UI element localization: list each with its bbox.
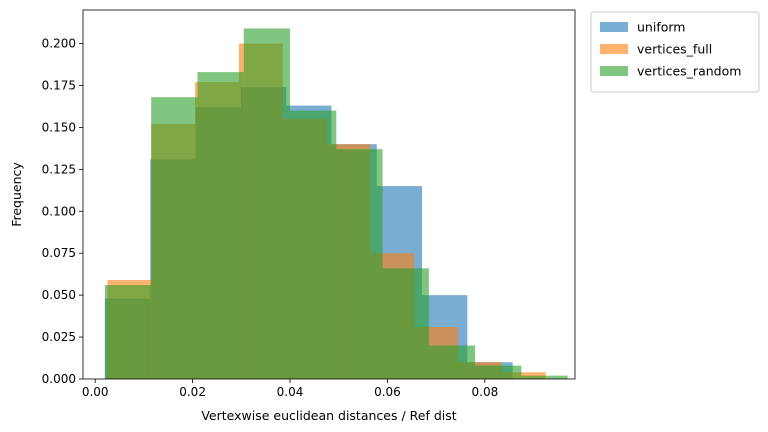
y-tick-label: 0.000 — [42, 372, 76, 386]
x-tick-label: 0.06 — [374, 385, 401, 399]
plot-frame — [82, 9, 576, 380]
bars-layer — [104, 28, 568, 380]
bar-vertices_random-3 — [243, 28, 291, 379]
y-tick-label: 0.200 — [42, 37, 76, 51]
bar-vertices_random-1 — [151, 97, 198, 379]
bar-vertices_random-9 — [521, 375, 568, 379]
bar-vertices_random-0 — [104, 285, 152, 379]
bar-vertices_random-6 — [382, 268, 429, 379]
legend-label-vertices_random: vertices_random — [637, 64, 741, 79]
legend-label-vertices_full: vertices_full — [637, 42, 712, 57]
legend-swatch-vertices_full — [600, 44, 628, 54]
y-tick-label: 0.150 — [42, 120, 76, 134]
bar-vertices_random-7 — [428, 345, 476, 379]
y-tick-label: 0.175 — [42, 78, 76, 92]
axes-layer: 0.00 0.02 0.04 0.06 0.08 0.000 0.025 0.050 0.075… — [42, 9, 576, 399]
legend: uniform vertices_full vertices_random — [590, 11, 760, 93]
legend-label-uniform: uniform — [637, 20, 685, 35]
y-tick-label: 0.050 — [42, 288, 76, 302]
x-tick-label: 0.00 — [82, 385, 109, 399]
bar-vertices_random-4 — [290, 110, 337, 380]
y-tick-label: 0.025 — [42, 330, 76, 344]
x-axis-label: Vertexwise euclidean distances / Ref dis… — [201, 408, 456, 423]
legend-swatch-uniform — [600, 22, 628, 32]
x-tick-label: 0.02 — [179, 385, 206, 399]
bar-vertices_random-8 — [475, 365, 522, 379]
x-tick-label: 0.08 — [472, 385, 499, 399]
series-vertices_random — [104, 28, 568, 380]
y-tick-label: 0.125 — [42, 162, 76, 176]
legend-swatch-vertices_random — [600, 66, 628, 76]
x-tick-label: 0.04 — [277, 385, 304, 399]
y-axis-label: Frequency — [9, 162, 24, 227]
bar-vertices_random-2 — [197, 72, 244, 380]
y-tick-label: 0.100 — [42, 204, 76, 218]
y-tick-label: 0.075 — [42, 246, 76, 260]
legend-frame — [590, 11, 760, 93]
bar-vertices_random-5 — [336, 149, 383, 379]
